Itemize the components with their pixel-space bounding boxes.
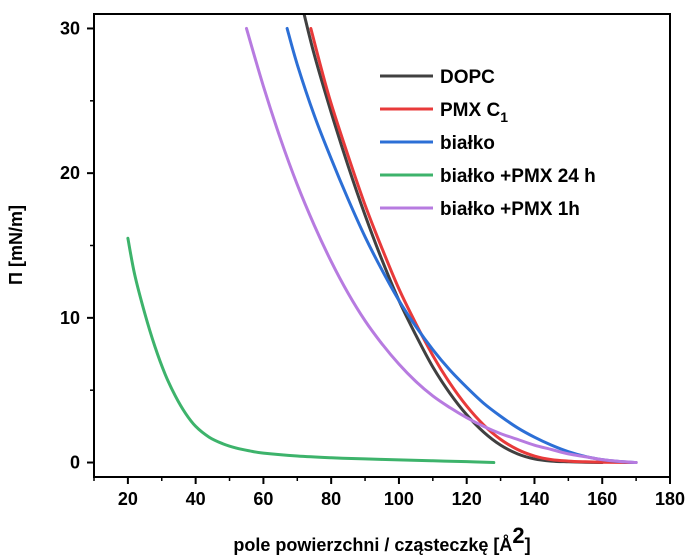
series-line-2 bbox=[309, 26, 638, 465]
axis-ticks: 20 40 60 80 100 120 140 160 180 0 10 20 30 bbox=[60, 18, 685, 509]
x-tick-label: 140 bbox=[519, 489, 549, 509]
x-axis-title: pole powierzchni / cząsteczkę [Å2] bbox=[233, 523, 530, 555]
y-tick-label: 20 bbox=[60, 163, 80, 183]
x-tick-label: 80 bbox=[321, 489, 341, 509]
x-tick-label: 60 bbox=[253, 489, 273, 509]
legend: DOPC PMX C1 białko białko +PMX 24 h białko +… bbox=[380, 67, 596, 220]
y-tick-label: 0 bbox=[70, 453, 80, 473]
series-line-5 bbox=[244, 26, 638, 465]
y-axis-title: Π [mN/m] bbox=[6, 205, 26, 285]
series-layer bbox=[126, 15, 638, 465]
x-tick-label: 40 bbox=[186, 489, 206, 509]
y-tick-label: 30 bbox=[60, 18, 80, 38]
x-tick-label: 180 bbox=[655, 489, 685, 509]
x-tick-label: 120 bbox=[452, 489, 482, 509]
legend-label-1: DOPC bbox=[440, 67, 495, 88]
legend-label-2: PMX C1 bbox=[440, 100, 508, 125]
legend-label-3: białko bbox=[440, 133, 495, 154]
x-tick-label: 100 bbox=[384, 489, 414, 509]
y-tick-label: 10 bbox=[60, 308, 80, 328]
x-tick-label: 160 bbox=[587, 489, 617, 509]
legend-label-4: białko +PMX 24 h bbox=[440, 166, 596, 187]
series-line-4 bbox=[126, 236, 496, 465]
x-axis-title-close: ] bbox=[525, 535, 531, 555]
x-tick-label: 20 bbox=[118, 489, 138, 509]
x-axis-title-main: pole powierzchni / cząsteczkę [Å bbox=[233, 535, 512, 555]
legend-label-5: białko +PMX 1h bbox=[440, 199, 580, 220]
x-axis-title-sup: 2 bbox=[512, 523, 524, 548]
